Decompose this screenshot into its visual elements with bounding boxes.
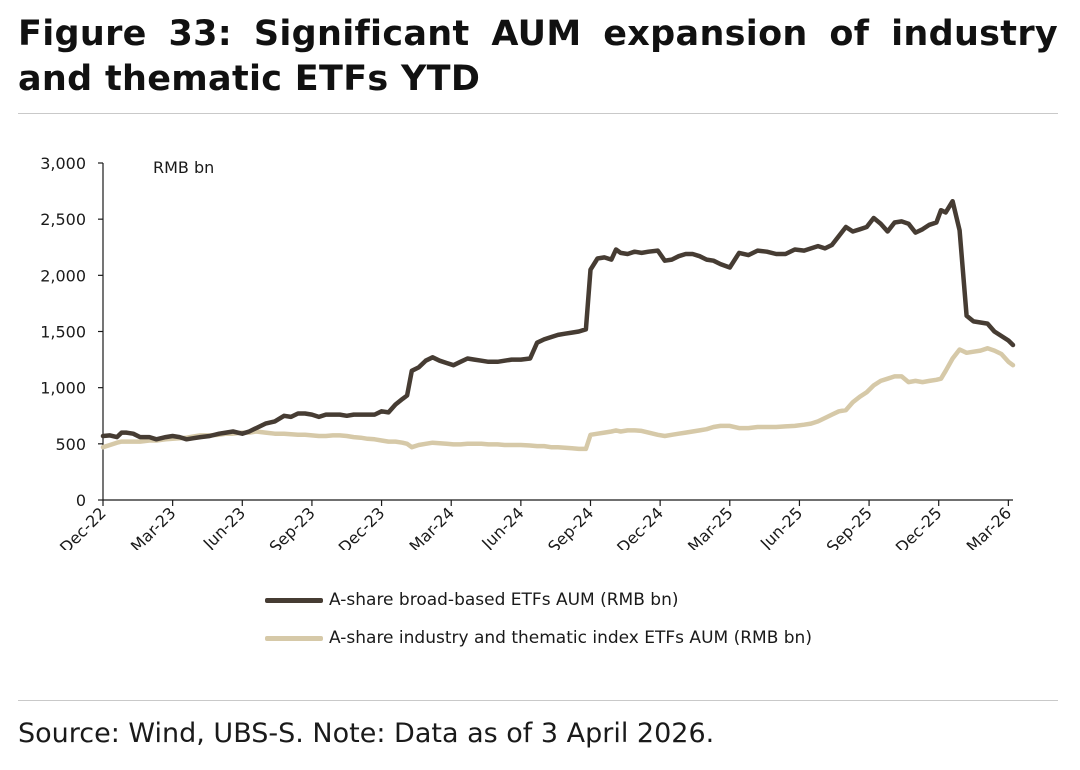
x-tick-label: Dec-25 [892,503,946,550]
x-tick-label: Mar-25 [684,503,737,550]
x-tick-label: Mar-24 [406,503,459,550]
y-tick-label: 2,500 [40,210,86,229]
y-axis: 0 500 1,000 1,500 2,000 2,500 3,000 [40,154,104,510]
legend-item-broad: A-share broad-based ETFs AUM (RMB bn) [265,590,678,610]
legend-label-broad: A-share broad-based ETFs AUM (RMB bn) [329,590,679,610]
y-tick-label: 500 [55,435,86,454]
legend-swatch-broad [265,597,323,603]
x-tick-label: Dec-24 [613,503,667,550]
x-tick-label: Jun-23 [199,503,249,550]
figure-title: Figure 33: Significant AUM expansion of … [18,14,1058,99]
x-tick-label: Dec-22 [56,503,110,550]
x-tick-label: Mar-23 [127,503,180,550]
legend-item-thematic: A-share industry and thematic index ETFs… [265,628,812,648]
legend-label-thematic: A-share industry and thematic index ETFs… [329,628,812,648]
x-tick-label: Jun-25 [756,503,806,550]
series-line-industry-thematic [100,346,1016,452]
x-tick-label: Jun-24 [477,503,527,550]
x-tick-label: Sep-23 [266,503,319,550]
title-divider [18,113,1058,114]
line-chart: 0 500 1,000 1,500 2,000 2,500 3,000 Dec-22 Mar-… [40,154,1016,550]
series-layer [100,198,1016,452]
source-divider [18,700,1058,701]
series-line-broad-based [100,198,1016,442]
x-tick-label: Sep-25 [823,503,876,550]
source-note: Source: Wind, UBS-S. Note: Data as of 3 … [18,718,715,749]
x-axis: Dec-22 Mar-23 Jun-23 Sep-23 Dec-23 Mar-24 Jun-… [56,499,1016,550]
y-tick-label: 3,000 [40,154,86,173]
x-tick-label: Dec-23 [335,503,389,550]
legend-swatch-thematic [265,635,323,641]
y-tick-label: 1,500 [40,323,86,342]
x-tick-label: Mar-26 [963,503,1016,550]
unit-label: RMB bn [153,158,214,177]
y-tick-label: 1,000 [40,379,86,398]
y-tick-label: 0 [76,491,86,510]
x-tick-label: Sep-24 [544,503,597,550]
y-tick-label: 2,000 [40,266,86,285]
